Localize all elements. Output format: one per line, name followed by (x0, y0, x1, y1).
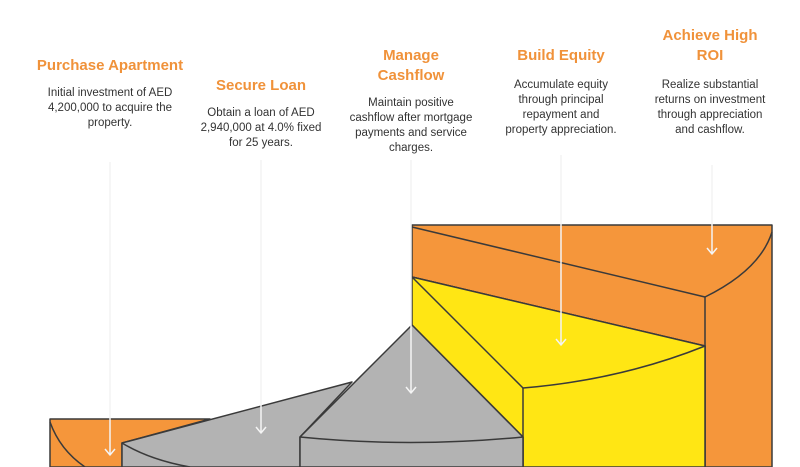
step-title: Build Equity (517, 47, 605, 64)
step-3-block (299, 324, 524, 467)
step-4-top (411, 276, 706, 389)
step-manage-cashflow: Manage Cashflow Maintain positive cashfl… (336, 46, 486, 156)
arrow-step-2 (255, 160, 267, 434)
step-5-curve (704, 231, 773, 298)
step-description: Accumulate equity through principal repa… (505, 79, 617, 136)
step-5-edge (411, 226, 706, 298)
step-title: Manage Cashflow (377, 47, 445, 84)
arrow-step-5 (706, 165, 718, 255)
arrow-step-1 (104, 162, 116, 456)
step-title: Purchase Apartment (36, 57, 184, 74)
step-2-curve (121, 442, 191, 467)
arrow-step-4 (555, 155, 567, 346)
arrow-step-3 (405, 160, 417, 394)
arrows (104, 155, 718, 456)
step-purchase-apartment: Purchase Apartment Initial investment of… (35, 56, 185, 131)
step-description: Obtain a loan of AED 2,940,000 at 4.0% f… (200, 107, 322, 149)
step-description: Initial investment of AED 4,200,000 to a… (47, 87, 173, 129)
step-description: Realize substantial returns on investmen… (654, 79, 766, 136)
step-achieve-high-roi: Achieve High ROI Realize substantial ret… (635, 26, 785, 138)
step-title: Secure Loan (215, 77, 307, 94)
step-title: Achieve High ROI (662, 27, 758, 64)
step-1-curve (49, 421, 86, 467)
step-build-equity: Build Equity Accumulate equity through p… (486, 46, 636, 138)
step-description: Maintain positive cashflow after mortgag… (349, 97, 473, 154)
step-secure-loan: Secure Loan Obtain a loan of AED 2,940,0… (186, 76, 336, 151)
step-3-curve (299, 436, 524, 444)
